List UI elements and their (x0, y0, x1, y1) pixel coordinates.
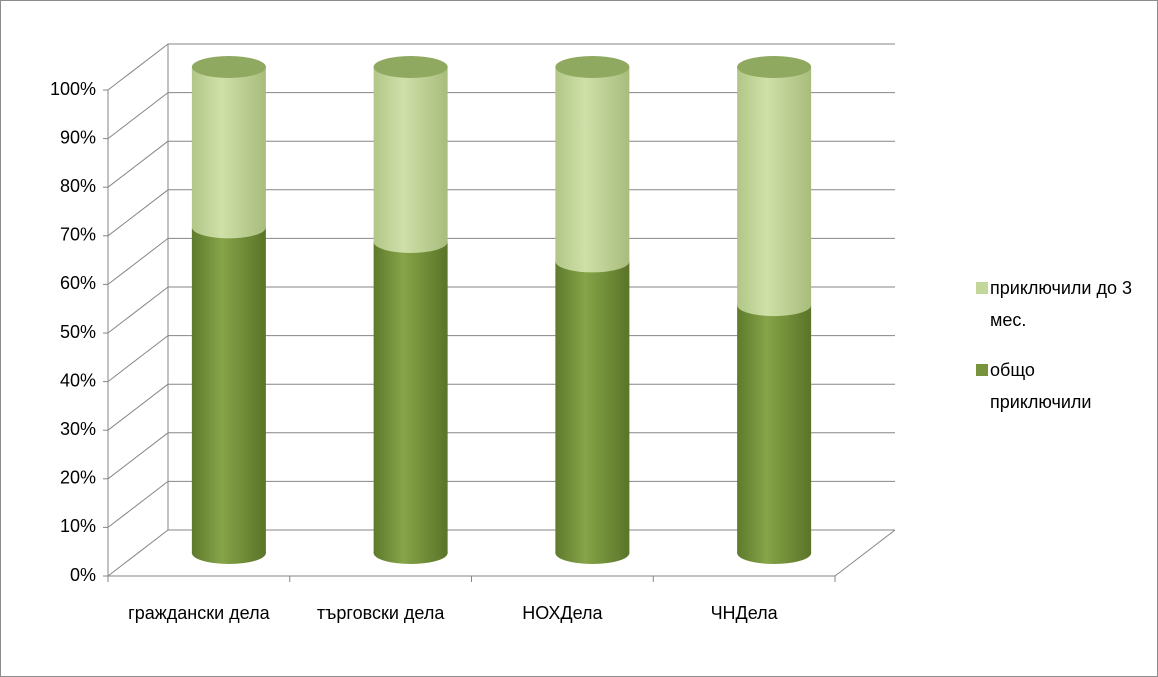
cylinder-top (191, 56, 266, 78)
cylinder-segment (555, 261, 630, 553)
y-tick-label: 20% (60, 468, 96, 488)
y-tick-label: 40% (60, 370, 96, 390)
x-tick-label: търговски дела (316, 603, 445, 623)
cylinder-segment-base (191, 216, 266, 239)
cylinder-segment-base (555, 542, 630, 564)
x-tick-label: НОХДела (522, 603, 603, 623)
cylinder-top (555, 56, 630, 78)
cylinder-top (737, 56, 812, 78)
y-tick-label: 0% (70, 565, 96, 585)
y-tick-label: 10% (60, 516, 96, 536)
cylinder-segment-base (373, 542, 448, 564)
cylinder-segment-base (373, 230, 448, 253)
y-tick-label: 30% (60, 419, 96, 439)
cylinder-segment-base (737, 542, 812, 564)
cylinder-segment (191, 67, 266, 228)
grid-line (107, 92, 169, 139)
grid-line (107, 335, 169, 382)
y-tick-label: 80% (60, 176, 96, 196)
grid-line (107, 432, 169, 480)
x-tick-label: ЧНДела (710, 603, 778, 623)
grid-line (107, 189, 169, 237)
y-tick-label: 100% (50, 79, 96, 99)
grid-line (107, 238, 169, 285)
y-tick-label: 50% (60, 322, 96, 342)
grid-line (107, 383, 169, 431)
grid-line (107, 43, 169, 91)
grid-line (107, 286, 169, 334)
legend-label: приключили до 3 мес. (990, 278, 1133, 330)
grid-line (107, 529, 169, 577)
grid-line (107, 481, 169, 528)
grid-line (107, 140, 169, 188)
cylinder-segment-base (191, 542, 266, 564)
cylinder-segment (555, 67, 630, 262)
cylinder-segment (737, 305, 812, 553)
x-tick-label: граждански дела (128, 603, 270, 623)
legend-swatch (976, 282, 988, 294)
legend-swatch (976, 364, 988, 376)
y-tick-label: 70% (60, 225, 96, 245)
y-tick-label: 60% (60, 273, 96, 293)
y-tick-label: 90% (60, 127, 96, 147)
cylinder-segment-base (555, 250, 630, 273)
cylinder-segment (737, 67, 812, 306)
legend-label: общо приключили (990, 360, 1092, 412)
floor-edge (834, 529, 896, 577)
cylinder-segment (191, 227, 266, 553)
cylinder-segment (373, 241, 448, 553)
cylinder-segment (373, 67, 448, 242)
cylinder-top (373, 56, 448, 78)
cylinder-segment-base (737, 294, 812, 317)
